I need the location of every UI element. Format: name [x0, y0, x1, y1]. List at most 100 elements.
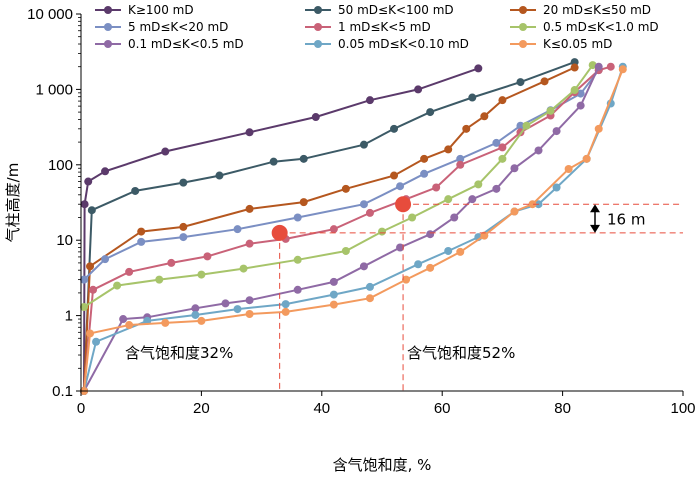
legend-swatch-marker [104, 40, 112, 48]
data-point [576, 89, 585, 98]
data-point [293, 285, 302, 294]
data-point [80, 275, 89, 284]
data-point [474, 64, 483, 73]
data-point [564, 164, 573, 173]
highlight-point-1 [271, 224, 288, 241]
data-point [420, 154, 429, 163]
series-line-9 [83, 68, 624, 392]
data-point [131, 186, 140, 195]
legend-label: 5 mD≤K<20 mD [128, 20, 228, 34]
data-point [233, 225, 242, 234]
data-point [516, 121, 525, 130]
data-point [359, 262, 368, 271]
legend-swatch-marker [314, 6, 322, 14]
data-point [191, 304, 200, 313]
data-point [390, 171, 399, 180]
x-tick-label: 0 [77, 400, 85, 417]
data-point [341, 246, 350, 255]
y-tick-label: 1 000 [35, 81, 73, 98]
data-point [365, 294, 374, 303]
data-point [552, 127, 561, 136]
data-point [618, 65, 627, 74]
legend-swatch-marker [519, 40, 527, 48]
annotations: 16 m 含气饱和度32% 含气饱和度52% [125, 196, 683, 391]
series-line-5 [83, 65, 612, 392]
data-point [329, 300, 338, 309]
data-point [474, 180, 483, 189]
data-point [390, 124, 399, 133]
data-point [233, 305, 242, 314]
data-point [161, 318, 170, 327]
data-point [80, 200, 89, 209]
data-point [245, 239, 254, 248]
axes: 0 20 40 60 80 100 0.1 1 10 100 1 000 10 000 [27, 6, 695, 417]
x-tick-label: 80 [554, 400, 571, 417]
data-point [365, 282, 374, 291]
y-tick-label: 1 [65, 308, 73, 325]
data-point [84, 177, 93, 186]
data-point [462, 124, 471, 133]
data-point [456, 247, 465, 256]
data-point [522, 121, 531, 130]
data-point [492, 138, 501, 147]
data-point [329, 290, 338, 299]
data-point [396, 243, 405, 252]
data-point [420, 169, 429, 178]
data-point [414, 85, 423, 94]
data-point [498, 96, 507, 105]
data-point [245, 204, 254, 213]
data-point [239, 264, 248, 273]
legend-label: 0.5 mD≤K<1.0 mD [543, 20, 659, 34]
data-point [444, 195, 453, 204]
data-point [101, 255, 110, 264]
data-point [155, 275, 164, 284]
data-point [245, 310, 254, 319]
data-point [365, 208, 374, 217]
x-tick-label: 20 [193, 400, 210, 417]
data-point [540, 77, 549, 86]
data-point [588, 61, 597, 70]
data-point [113, 281, 122, 290]
data-point [161, 147, 170, 156]
data-point [456, 160, 465, 169]
series-line-4 [83, 69, 600, 281]
gap-arrow-head-up [590, 204, 600, 213]
data-point [329, 277, 338, 286]
data-point [125, 321, 134, 330]
data-point [125, 267, 134, 276]
legend-label: 1 mD≤K<5 mD [338, 20, 431, 34]
data-point [594, 62, 603, 71]
data-point [293, 213, 302, 222]
data-point [498, 154, 507, 163]
data-point [396, 182, 405, 191]
series-line-1 [83, 67, 479, 392]
data-point [480, 231, 489, 240]
data-point [87, 206, 96, 215]
data-point [359, 200, 368, 209]
data-point [86, 329, 95, 338]
legend-label: K≥100 mD [128, 3, 194, 17]
data-point [86, 262, 95, 271]
data-point [137, 227, 146, 236]
legend-swatch-marker [104, 23, 112, 31]
data-point [221, 299, 230, 308]
data-point [414, 260, 423, 269]
data-point [444, 145, 453, 154]
data-point [498, 143, 507, 152]
data-point [594, 124, 603, 133]
data-point [281, 307, 290, 316]
data-point [299, 154, 308, 163]
legend-label: 0.1 mD≤K<0.5 mD [128, 37, 244, 51]
data-point [480, 112, 489, 121]
x-axis-title: 含气饱和度, % [333, 456, 432, 474]
annotation-label-52: 含气饱和度52% [407, 344, 515, 362]
data-point [444, 246, 453, 255]
legend-label: 20 mD≤K≤50 mD [543, 3, 651, 17]
legend-label: 0.05 mD≤K<0.10 mD [338, 37, 469, 51]
data-point [570, 86, 579, 95]
data-point [528, 200, 537, 209]
series-line-6 [83, 64, 594, 308]
y-tick-label: 10 [56, 232, 73, 249]
legend-label: K≤0.05 mD [543, 37, 612, 51]
